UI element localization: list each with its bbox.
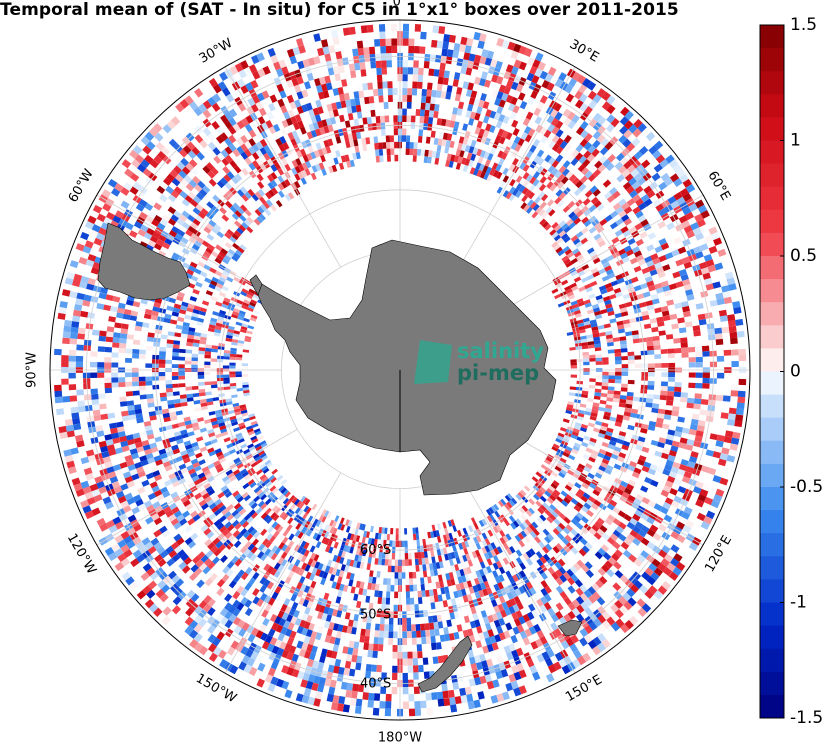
- watermark-line2: pi-mep: [457, 361, 539, 385]
- new-zealand-landmass: [417, 635, 473, 693]
- colorbar-segment: [760, 579, 784, 603]
- colorbar-segment: [760, 694, 784, 719]
- watermark-logo: salinity pi-mep: [414, 339, 544, 385]
- longitude-label: 30°E: [567, 37, 602, 66]
- watermark-line1: salinity: [457, 339, 544, 363]
- colorbar-segment: [760, 140, 784, 165]
- colorbar-segment: [760, 94, 784, 118]
- colorbar-tick-label: 0: [790, 362, 801, 382]
- map-title: Temporal mean of (SAT - In situ) for C5 …: [0, 0, 679, 20]
- land-layer: [97, 222, 583, 693]
- colorbar-segment: [760, 302, 784, 326]
- colorbar-segment: [760, 163, 784, 188]
- colorbar-segment: [760, 440, 784, 465]
- colorbar-tick-label: 0.5: [790, 246, 817, 266]
- colorbar-segment: [760, 256, 784, 280]
- colorbar-segment: [760, 625, 784, 650]
- colorbar-segment: [760, 209, 784, 234]
- colorbar-segment: [760, 325, 784, 349]
- colorbar-tick-label: 1.5: [790, 15, 817, 35]
- colorbar-segment: [760, 533, 784, 557]
- longitude-label: 150°E: [563, 672, 605, 705]
- meridian-line: [458, 472, 576, 674]
- latitude-labels: 60°S 50°S 40°S: [360, 543, 391, 691]
- meridian-line: [96, 428, 298, 546]
- longitude-label: 60°E: [704, 169, 733, 204]
- south-america-landmass: [97, 222, 191, 301]
- colorbar: 1.5 1 0.5 0 -0.5 -1 -1.5: [759, 15, 823, 728]
- latitude-label: 40°S: [360, 677, 391, 692]
- colorbar-segment: [760, 25, 784, 49]
- longitude-label: 30°W: [197, 36, 236, 67]
- longitude-label: 0°: [393, 0, 408, 10]
- longitude-label: 180°W: [378, 731, 422, 743]
- longitude-label: 90°W: [25, 352, 40, 388]
- data-cells-layer: [54, 23, 747, 717]
- colorbar-tick-label: -0.5: [790, 477, 823, 497]
- latitude-label: 50°S: [360, 608, 391, 623]
- colorbar-segment: [760, 117, 784, 141]
- colorbar-segment: [760, 648, 784, 673]
- colorbar-segment: [760, 348, 784, 372]
- antarctic-peninsula: [249, 274, 263, 296]
- meridian-line: [458, 66, 576, 268]
- meridian-line: [502, 194, 704, 312]
- colorbar-segment: [760, 671, 784, 696]
- colorbar-segment: [760, 394, 784, 419]
- colorbar-segment: [760, 487, 784, 511]
- parallel-circle: [86, 56, 714, 684]
- parallel-circle: [154, 124, 646, 616]
- colorbar-segment: [760, 371, 784, 396]
- colorbar-segment: [760, 71, 784, 95]
- map-frame: [49, 19, 751, 721]
- longitude-label: 120°E: [702, 533, 735, 575]
- colorbar-tick-label: 1: [790, 131, 801, 151]
- colorbar-tick-label: -1: [790, 593, 807, 613]
- parallel-circle: [219, 189, 581, 551]
- colorbar-segment: [760, 48, 784, 72]
- meridian-line: [224, 66, 342, 268]
- colorbar-segment: [760, 602, 784, 627]
- tasmania-landmass: [557, 619, 583, 637]
- longitude-label: 60°W: [66, 167, 97, 206]
- colorbar-segment: [760, 510, 784, 534]
- colorbar-segment: [760, 417, 784, 442]
- meridian-line: [224, 472, 342, 674]
- colorbar-segment: [760, 279, 784, 303]
- colorbar-segment: [760, 232, 784, 257]
- watermark-icon: [414, 340, 452, 384]
- meridian-line: [502, 428, 704, 546]
- colorbar-segment: [760, 186, 784, 211]
- colorbar-tick-label: -1.5: [790, 708, 823, 728]
- colorbar-segment: [760, 463, 784, 488]
- colorbar-segment: [760, 556, 784, 580]
- latitude-label: 60°S: [360, 543, 391, 558]
